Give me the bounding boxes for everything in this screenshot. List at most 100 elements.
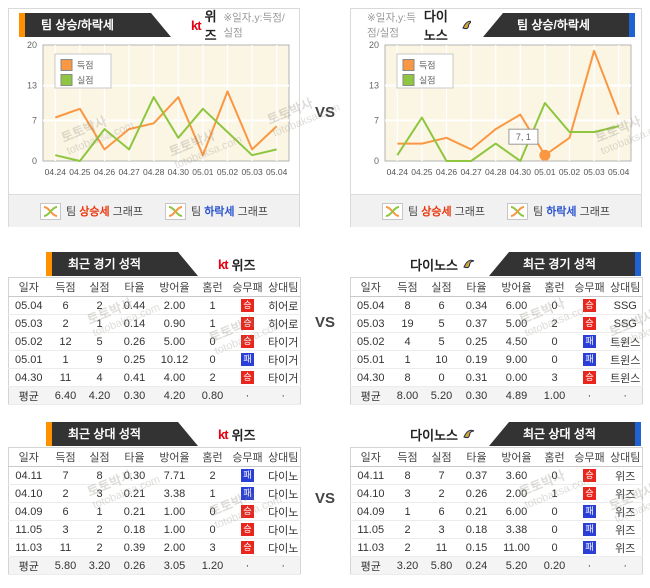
table-row: 05.04 6 2 0.44 2.00 1 승 히어로	[8, 296, 301, 315]
team-label-dinos: 다이노스	[410, 425, 477, 444]
table-cell: 0	[196, 502, 229, 521]
section-banner: 최근 경기 성적	[489, 252, 635, 276]
lose-badge: 패	[583, 505, 596, 518]
table-cell: 평균	[8, 556, 49, 575]
table-cell: 05.03	[350, 314, 391, 333]
table-cell: 10.12	[152, 350, 197, 369]
table-cell: 3.60	[494, 466, 539, 485]
table-row: 04.09 6 1 0.21 1.00 0 승 다이노	[8, 502, 301, 521]
table-row: 05.01 1 9 0.25 10.12 0 패 타이거	[8, 350, 301, 369]
recent-games-table-dinos: 일자 득점 실점 타율 방어율 홈런 승무패 상대팀 05.04 8 6 0.34 6.00 0 승 SSG 0…	[350, 277, 643, 405]
table-cell: 1.00	[152, 520, 197, 539]
section-banner: 팀 상승/하락세	[25, 13, 171, 37]
table-cell: 19	[390, 314, 425, 333]
table-cell: 다이노	[266, 502, 301, 521]
win-badge: 승	[241, 541, 254, 554]
table-row: 04.10 2 3 0.21 3.38 1 패 다이노	[8, 484, 301, 503]
win-badge: 승	[241, 505, 254, 518]
table-row: 04.10 3 2 0.26 2.00 1 승 위즈	[350, 484, 643, 503]
h2h-panel-dinos: 다이노스 최근 상대 성적 일자 득점 실점 타율 방어율 홈런 승무패 상대팀 04.11 8 7…	[350, 418, 643, 575]
table-cell: 6.00	[494, 296, 539, 315]
svg-text:04.26: 04.26	[436, 167, 458, 177]
team-fall-graph-link[interactable]: 팀 하락세 그래프	[507, 202, 610, 220]
dinos-logo-icon	[463, 259, 475, 269]
table-cell: 0.30	[458, 386, 495, 405]
record-table: 일자 득점 실점 타율 방어율 홈런 승무패 상대팀 05.04 8 6 0.34 6.00 0 승 SSG 0…	[350, 277, 643, 405]
table-cell: 0.30	[116, 386, 153, 405]
team-rise-graph-link[interactable]: 팀 상승세 그래프	[382, 202, 485, 220]
column-header: 득점	[48, 277, 83, 297]
svg-text:0: 0	[374, 156, 379, 166]
section-banner: 최근 경기 성적	[52, 252, 198, 276]
table-cell: 패	[228, 350, 267, 369]
table-cell: 3.05	[152, 556, 197, 575]
table-cell: 2	[48, 484, 83, 503]
svg-text:04.24: 04.24	[387, 167, 409, 177]
table-cell: 0.25	[116, 350, 153, 369]
column-header: 타율	[458, 277, 495, 297]
table-row: 05.03 2 1 0.14 0.90 1 승 히어로	[8, 314, 301, 333]
team-fall-graph-link[interactable]: 팀 하락세 그래프	[165, 202, 268, 220]
panel-header: 팀 상승/하락세 kt 위즈 ※일자,y:득점/실점	[9, 9, 299, 43]
svg-text:05.01: 05.01	[192, 167, 214, 177]
svg-text:0: 0	[32, 156, 37, 166]
table-cell: ·	[228, 386, 267, 405]
team-rise-graph-link[interactable]: 팀 상승세 그래프	[40, 202, 143, 220]
svg-text:05.01: 05.01	[534, 167, 556, 177]
column-header: 홈런	[196, 277, 229, 297]
table-cell: 히어로	[266, 314, 301, 333]
table-cell: 다이노	[266, 538, 301, 557]
table-cell: 05.04	[8, 296, 49, 315]
table-cell: 05.04	[350, 296, 391, 315]
table-row: 04.30 11 4 0.41 4.00 2 승 타이거	[8, 368, 301, 387]
table-cell: 8.00	[390, 386, 425, 405]
table-cell: 승	[228, 368, 267, 387]
table-cell: 6.40	[48, 386, 83, 405]
table-cell: 11	[48, 368, 83, 387]
table-cell: ·	[228, 556, 267, 575]
table-cell: 0.26	[116, 332, 153, 351]
table-cell: 04.10	[8, 484, 49, 503]
table-cell: 4.89	[494, 386, 539, 405]
table-cell: 11.00	[494, 538, 539, 557]
column-header: 상대팀	[608, 447, 643, 467]
trend-panel-dinos: ※일자,y:득점/실점 다이노스 팀 상승/하락세 0 7 13 20 04.24 04.…	[350, 8, 642, 227]
h2h-table-kt: 일자 득점 실점 타율 방어율 홈런 승무패 상대팀 04.11 7 8 0.30 7.71 2 패 다이노 0…	[8, 447, 301, 575]
table-cell: 0	[196, 332, 229, 351]
table-cell: 8	[82, 466, 117, 485]
table-cell: 1.00	[538, 386, 571, 405]
win-badge: 승	[583, 487, 596, 500]
table-row: 04.11 7 8 0.30 7.71 2 패 다이노	[8, 466, 301, 485]
table-cell: 평균	[8, 386, 49, 405]
table-cell: 3	[48, 520, 83, 539]
table-cell: 패	[570, 350, 609, 369]
table-cell: 11	[424, 538, 459, 557]
table-cell: 승	[570, 484, 609, 503]
table-cell: SSG	[608, 314, 643, 333]
column-header: 승무패	[570, 277, 609, 297]
hover-point	[539, 149, 551, 161]
table-cell: 1	[538, 484, 571, 503]
table-cell: 5	[424, 332, 459, 351]
panel-header: 다이노스 최근 상대 성적	[350, 421, 642, 447]
table-cell: 2.00	[494, 484, 539, 503]
accent-bar	[19, 13, 25, 37]
svg-text:실점: 실점	[419, 75, 436, 86]
average-row: 평균 3.20 5.80 0.24 5.20 0.20 · ·	[350, 556, 643, 575]
table-cell: ·	[570, 386, 609, 405]
table-cell: 타이거	[266, 332, 301, 351]
table-cell: 8	[390, 466, 425, 485]
recent-games-panel-dinos: 다이노스 최근 경기 성적 일자 득점 실점 타율 방어율 홈런 승무패 상대팀 05.04 8 6…	[350, 248, 643, 405]
trend-chart-dinos[interactable]: 0 7 13 20 04.24 04.25 04.26 04.27 04.28 04.30 05.0…	[351, 38, 641, 194]
kt-logo: kt	[218, 256, 229, 272]
column-header: 방어율	[152, 447, 197, 467]
table-cell: 9.00	[494, 350, 539, 369]
table-cell: 0.20	[538, 556, 571, 575]
trend-chart-kt[interactable]: 0 7 13 20 04.24 04.25 04.26 04.27 04.28 04.30 05.0…	[9, 38, 299, 194]
table-cell: 패	[570, 520, 609, 539]
vs-label: VS	[314, 104, 335, 121]
average-row: 평균 5.80 3.20 0.26 3.05 1.20 · ·	[8, 556, 301, 575]
table-cell: 0	[538, 466, 571, 485]
table-cell: 05.01	[350, 350, 391, 369]
